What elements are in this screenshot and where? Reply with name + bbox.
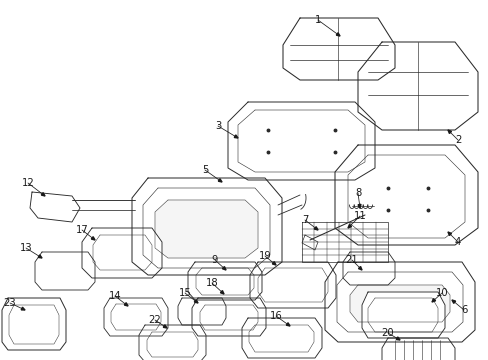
Polygon shape [238, 110, 364, 172]
Text: 15: 15 [178, 288, 191, 298]
Polygon shape [111, 304, 161, 330]
Polygon shape [347, 225, 351, 228]
Polygon shape [349, 285, 449, 322]
Polygon shape [38, 255, 42, 258]
Text: 19: 19 [258, 251, 271, 261]
Polygon shape [248, 325, 313, 352]
Text: 3: 3 [214, 121, 221, 131]
Polygon shape [147, 332, 198, 357]
Polygon shape [447, 232, 450, 235]
Polygon shape [347, 155, 464, 238]
Polygon shape [104, 298, 168, 336]
Text: 23: 23 [4, 298, 16, 308]
Text: 9: 9 [211, 255, 218, 265]
Polygon shape [187, 262, 262, 300]
Text: 11: 11 [353, 211, 366, 221]
Polygon shape [249, 262, 335, 308]
Polygon shape [447, 130, 450, 134]
Polygon shape [357, 42, 477, 130]
Polygon shape [431, 298, 435, 302]
Text: 17: 17 [76, 225, 88, 235]
Polygon shape [30, 192, 80, 222]
Polygon shape [163, 325, 167, 328]
Text: 5: 5 [202, 165, 208, 175]
Text: 6: 6 [460, 305, 466, 315]
Polygon shape [381, 338, 454, 360]
Polygon shape [342, 252, 394, 285]
Polygon shape [192, 298, 265, 336]
Polygon shape [336, 33, 339, 36]
Text: 13: 13 [20, 243, 32, 253]
Polygon shape [302, 235, 317, 250]
Polygon shape [41, 193, 45, 196]
Polygon shape [142, 188, 269, 268]
Polygon shape [395, 337, 399, 340]
Polygon shape [35, 252, 95, 290]
Polygon shape [258, 268, 327, 302]
Text: 14: 14 [108, 291, 121, 301]
Text: 21: 21 [345, 255, 358, 265]
Polygon shape [227, 102, 374, 180]
Polygon shape [357, 204, 360, 208]
Polygon shape [336, 272, 462, 332]
Polygon shape [139, 325, 205, 360]
Text: 10: 10 [435, 288, 447, 298]
Polygon shape [21, 307, 25, 310]
Polygon shape [361, 292, 444, 338]
Text: 2: 2 [454, 135, 460, 145]
Text: 18: 18 [205, 278, 218, 288]
Text: 20: 20 [381, 328, 393, 338]
Polygon shape [2, 298, 66, 350]
Polygon shape [272, 262, 275, 265]
Polygon shape [220, 291, 224, 294]
Polygon shape [178, 298, 225, 325]
Polygon shape [9, 305, 59, 344]
Text: 7: 7 [301, 215, 307, 225]
Polygon shape [242, 318, 321, 358]
Polygon shape [218, 179, 222, 182]
Polygon shape [132, 178, 282, 275]
Polygon shape [200, 305, 258, 330]
Polygon shape [124, 303, 128, 306]
Polygon shape [302, 222, 387, 262]
Polygon shape [314, 227, 317, 230]
Polygon shape [325, 262, 474, 342]
Polygon shape [196, 268, 253, 295]
Polygon shape [194, 300, 198, 303]
Polygon shape [234, 135, 238, 138]
Text: 1: 1 [314, 15, 321, 25]
Text: 16: 16 [269, 311, 282, 321]
Polygon shape [82, 228, 162, 278]
Polygon shape [222, 266, 225, 270]
Polygon shape [91, 237, 95, 240]
Polygon shape [451, 300, 455, 303]
Polygon shape [334, 145, 477, 245]
Polygon shape [358, 266, 361, 270]
Polygon shape [367, 298, 437, 332]
Polygon shape [155, 200, 258, 258]
Polygon shape [283, 18, 394, 80]
Polygon shape [93, 235, 152, 270]
Polygon shape [285, 323, 289, 326]
Text: 8: 8 [354, 188, 360, 198]
Text: 12: 12 [21, 178, 34, 188]
Text: 4: 4 [454, 237, 460, 247]
Text: 22: 22 [148, 315, 161, 325]
